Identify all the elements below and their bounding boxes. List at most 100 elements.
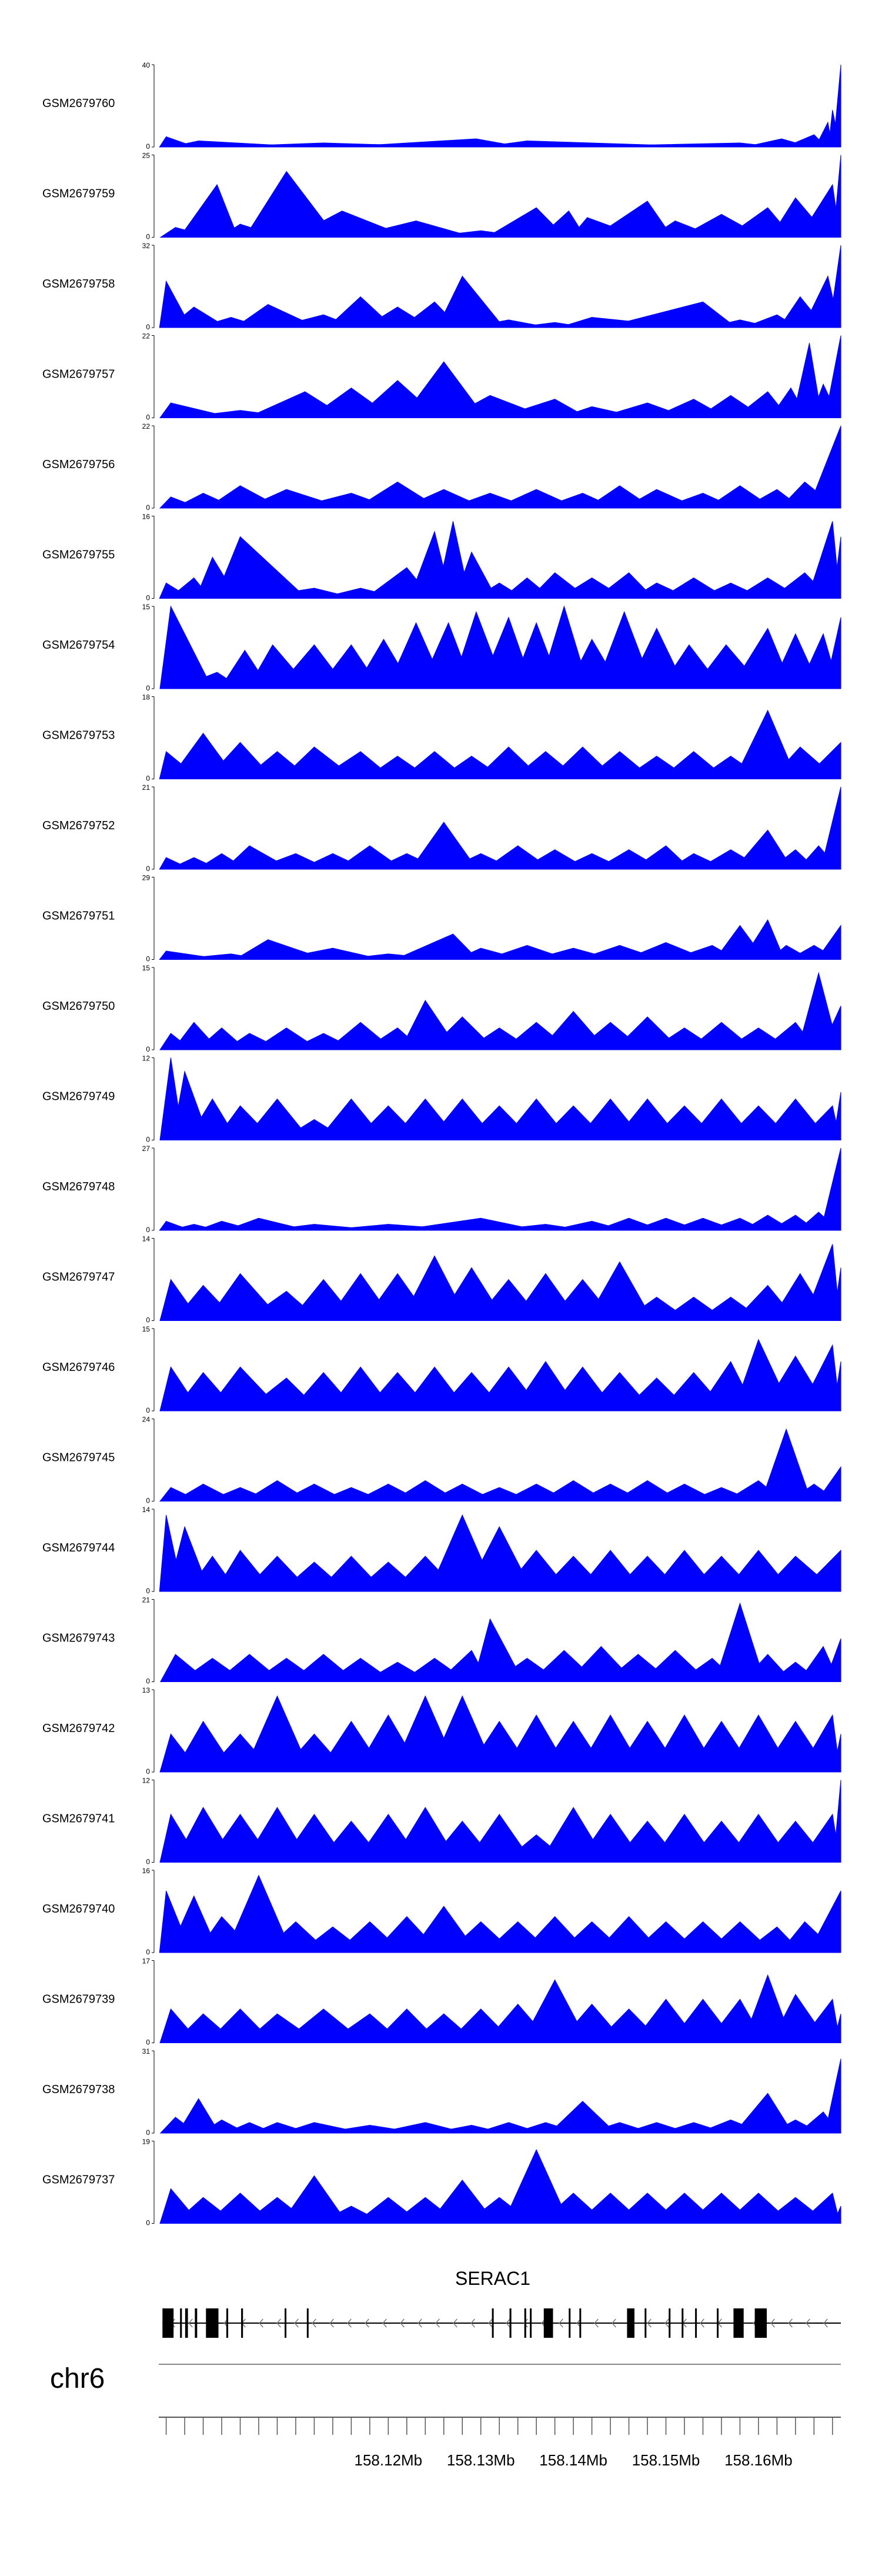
strand-arrow [294,2318,299,2328]
gene-exon [754,2308,767,2338]
strand-arrow [276,2318,281,2328]
strand-arrow [435,2318,440,2328]
track-GSM2679742: GSM2679742 13 0 [42,1686,841,1776]
track-label: GSM2679749 [42,1090,115,1103]
coverage-peak [803,742,841,779]
gene-exon [524,2308,526,2338]
coverage-peak [274,947,383,960]
coverage-peak [521,1979,589,2043]
y-max-label: 12 [142,1777,151,1785]
y-zero-label: 0 [146,503,150,512]
coverage-peak [833,1361,841,1412]
y-max-label: 16 [142,513,151,521]
coverage-peak [799,1714,841,1773]
coverage-peak [603,301,737,328]
coverage-peak [179,183,239,238]
strand-arrow [576,2318,581,2328]
gene-exon [285,2308,287,2338]
y-zero-label: 0 [146,233,150,241]
track-label: GSM2679745 [42,1451,115,1464]
coverage-peak [820,1147,841,1231]
strand-arrow [523,2318,528,2328]
gene-exons [162,2308,767,2338]
y-zero-label: 0 [146,1677,150,1686]
y-max-label: 21 [142,783,151,792]
axis-tick-label: 158.15Mb [632,2451,700,2469]
track-label: GSM2679754 [42,639,115,652]
track-label: GSM2679751 [42,910,115,923]
coverage-peak [824,617,841,689]
coverage-peak [159,605,213,689]
coverage-peak [808,425,841,509]
track-GSM2679754: GSM2679754 15 0 [42,603,841,692]
y-zero-label: 0 [146,775,150,783]
coverage-peak [807,1890,841,1953]
track-GSM2679753: GSM2679753 18 0 [42,693,841,783]
coverage-peak [496,399,590,418]
strand-arrow [788,2318,793,2328]
gene-exon [681,2308,684,2338]
y-max-label: 13 [142,1686,151,1694]
strand-arrow [770,2318,775,2328]
coverage-peak [820,786,841,870]
coverage-peak [548,2101,617,2134]
track-GSM2679740: GSM2679740 16 0 [42,1867,841,1956]
gene-exon [579,2308,582,2338]
coverage-peak [714,1602,766,1682]
coverage-peak [833,1267,841,1321]
y-max-label: 18 [142,693,151,702]
track-label: GSM2679755 [42,549,115,562]
strand-arrow [488,2318,493,2328]
track-label: GSM2679756 [42,458,115,471]
coverage-peak [632,845,692,870]
gene-exon [241,2308,243,2338]
coverage-peak [833,155,841,238]
y-zero-label: 0 [146,2038,150,2047]
coverage-peak [833,1092,841,1140]
track-GSM2679750: GSM2679750 15 0 [42,964,841,1053]
strand-arrow [400,2318,405,2328]
track-GSM2679737: GSM2679737 19 0 [42,2138,841,2227]
track-label: GSM2679758 [42,278,115,291]
track-label: GSM2679738 [42,2083,115,2096]
coverage-tracks: GSM2679760400GSM2679759250GSM2679758320G… [42,61,841,2227]
y-max-label: 31 [142,2047,151,2056]
y-zero-label: 0 [146,1226,150,1234]
coverage-peak [807,521,841,599]
y-zero-label: 0 [146,142,150,151]
track-label: GSM2679760 [42,97,115,110]
coverage-peak [539,210,586,238]
y-max-label: 15 [142,964,151,972]
y-max-label: 16 [142,1867,151,1875]
y-max-label: 12 [142,1055,151,1063]
y-zero-label: 0 [146,2219,150,2227]
gene-exon [530,2308,532,2338]
coverage-peak [243,1695,311,1773]
coverage-peak [594,572,655,599]
coverage-peak [733,2093,794,2134]
gene-exon [543,2308,553,2338]
y-max-label: 25 [142,152,151,160]
y-zero-label: 0 [146,955,150,963]
coverage-peak [816,1466,841,1501]
coverage-peak [586,1261,654,1321]
coverage-peak [349,220,475,238]
track-label: GSM2679739 [42,1993,115,2006]
genome-axis-track: chr6 158.12Mb 158.13Mb 158.14Mb 158.15Mb 158… [50,2363,841,2469]
track-label: GSM2679748 [42,1180,115,1193]
axis-tick-label: 158.14Mb [539,2451,607,2469]
gene-exon [195,2308,198,2338]
y-max-label: 15 [142,603,151,611]
coverage-peak [436,521,470,599]
track-GSM2679744: GSM2679744 14 0 [42,1506,841,1595]
axis-tick-label: 158.13Mb [447,2451,515,2469]
coverage-peak [824,2058,841,2134]
gene-exon [695,2308,697,2338]
y-max-label: 22 [142,332,151,341]
track-label: GSM2679750 [42,1000,115,1013]
coverage-peak [410,822,478,870]
coverage-peak [742,919,785,960]
track-label: GSM2679744 [42,1541,115,1554]
track-label: GSM2679746 [42,1361,115,1374]
strand-arrow [594,2318,599,2328]
